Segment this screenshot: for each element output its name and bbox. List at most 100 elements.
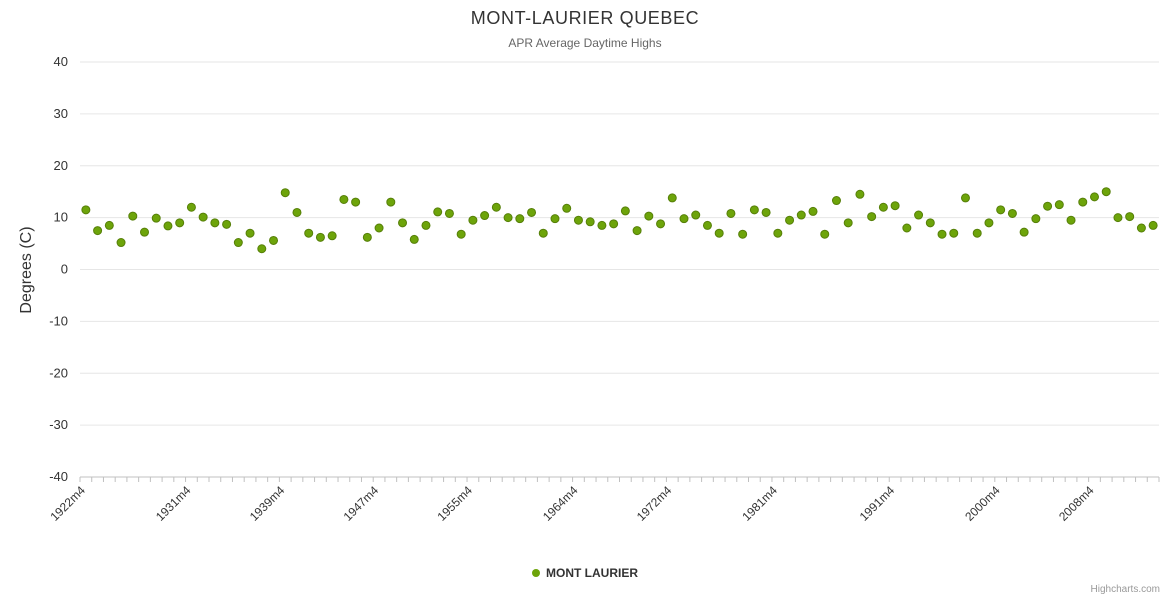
data-point[interactable] [609, 219, 619, 229]
highcharts-credits-link[interactable]: Highcharts.com [1090, 584, 1160, 595]
data-point[interactable] [151, 213, 161, 223]
y-axis-tick-label: 20 [54, 158, 68, 173]
data-point[interactable] [186, 202, 196, 212]
data-point[interactable] [843, 218, 853, 228]
data-point[interactable] [245, 228, 255, 238]
data-point[interactable] [351, 197, 361, 207]
data-point[interactable] [1066, 215, 1076, 225]
data-point[interactable] [820, 229, 830, 239]
data-point[interactable] [315, 232, 325, 242]
data-point[interactable] [984, 218, 994, 228]
data-point[interactable] [726, 208, 736, 218]
data-point[interactable] [128, 211, 138, 221]
data-point[interactable] [198, 212, 208, 222]
data-point[interactable] [456, 229, 466, 239]
data-point[interactable] [140, 227, 150, 237]
data-point[interactable] [386, 197, 396, 207]
data-point[interactable] [538, 228, 548, 238]
data-point[interactable] [374, 223, 384, 233]
data-point[interactable] [867, 212, 877, 222]
data-point[interactable] [1031, 214, 1041, 224]
data-point[interactable] [93, 226, 103, 236]
data-point[interactable] [1125, 212, 1135, 222]
data-point[interactable] [1019, 227, 1029, 237]
data-point[interactable] [902, 223, 912, 233]
data-point[interactable] [175, 218, 185, 228]
data-point[interactable] [761, 207, 771, 217]
data-point[interactable] [233, 238, 243, 248]
data-point[interactable] [996, 205, 1006, 215]
data-point[interactable] [644, 211, 654, 221]
data-point[interactable] [749, 205, 759, 215]
data-point[interactable] [550, 214, 560, 224]
data-point[interactable] [1101, 187, 1111, 197]
legend: MONT LAURIER [0, 566, 1170, 580]
data-point[interactable] [831, 196, 841, 206]
data-point[interactable] [398, 218, 408, 228]
data-point[interactable] [116, 238, 126, 248]
data-point[interactable] [480, 211, 490, 221]
data-point[interactable] [269, 235, 279, 245]
data-point[interactable] [292, 207, 302, 217]
data-point[interactable] [914, 210, 924, 220]
data-point[interactable] [304, 228, 314, 238]
data-point[interactable] [1007, 208, 1017, 218]
data-point[interactable] [468, 215, 478, 225]
data-point[interactable] [210, 218, 220, 228]
data-point[interactable] [1148, 220, 1158, 230]
data-point[interactable] [257, 244, 267, 254]
data-point[interactable] [925, 218, 935, 228]
data-point[interactable] [656, 219, 666, 229]
data-point[interactable] [1113, 213, 1123, 223]
data-point[interactable] [714, 228, 724, 238]
data-point[interactable] [691, 210, 701, 220]
data-point[interactable] [878, 202, 888, 212]
data-point[interactable] [738, 229, 748, 239]
data-point[interactable] [339, 194, 349, 204]
data-point[interactable] [527, 207, 537, 217]
data-point[interactable] [81, 205, 91, 215]
data-point[interactable] [808, 206, 818, 216]
data-point[interactable] [503, 213, 513, 223]
data-point[interactable] [104, 220, 114, 230]
legend-item-mont-laurier[interactable]: MONT LAURIER [532, 566, 638, 580]
y-axis-tick-label: -30 [49, 417, 68, 432]
data-point[interactable] [562, 203, 572, 213]
data-point[interactable] [585, 217, 595, 227]
data-point[interactable] [702, 220, 712, 230]
data-point[interactable] [597, 220, 607, 230]
data-point[interactable] [1078, 197, 1088, 207]
data-point[interactable] [855, 189, 865, 199]
data-point[interactable] [163, 221, 173, 231]
data-point[interactable] [362, 232, 372, 242]
data-point[interactable] [773, 228, 783, 238]
data-point[interactable] [573, 215, 583, 225]
data-point[interactable] [620, 206, 630, 216]
data-point[interactable] [222, 219, 232, 229]
data-point[interactable] [409, 234, 419, 244]
data-point[interactable] [679, 214, 689, 224]
data-point[interactable] [667, 193, 677, 203]
data-point[interactable] [796, 210, 806, 220]
data-point[interactable] [1043, 201, 1053, 211]
data-point[interactable] [327, 231, 337, 241]
data-point[interactable] [937, 229, 947, 239]
data-point[interactable] [515, 214, 525, 224]
data-point[interactable] [960, 193, 970, 203]
data-point[interactable] [1054, 200, 1064, 210]
data-point[interactable] [491, 202, 501, 212]
data-point[interactable] [785, 215, 795, 225]
x-axis-tick-label: 1972m4 [634, 483, 675, 524]
data-point[interactable] [444, 208, 454, 218]
data-point[interactable] [1089, 192, 1099, 202]
data-point[interactable] [433, 207, 443, 217]
data-point[interactable] [1136, 223, 1146, 233]
data-point[interactable] [949, 228, 959, 238]
y-axis-tick-label: -20 [49, 365, 68, 380]
data-point[interactable] [632, 226, 642, 236]
data-point[interactable] [421, 220, 431, 230]
data-point[interactable] [890, 201, 900, 211]
data-point[interactable] [972, 228, 982, 238]
data-point[interactable] [280, 188, 290, 198]
